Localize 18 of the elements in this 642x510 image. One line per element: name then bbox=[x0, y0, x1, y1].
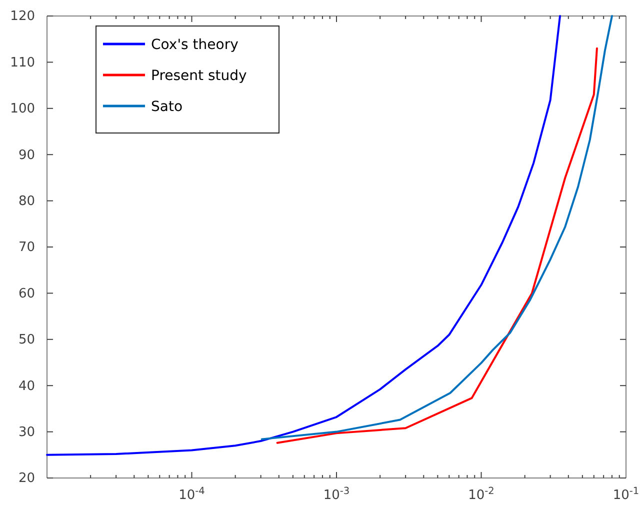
x-tick-label: 10$^{-2}$ bbox=[468, 486, 494, 504]
y-tick-label: 60 bbox=[18, 286, 35, 302]
y-tick-label: 50 bbox=[18, 332, 35, 348]
y-tick-label: 30 bbox=[18, 424, 35, 440]
y-tick-label: 70 bbox=[18, 240, 35, 256]
y-tick-label: 80 bbox=[18, 194, 35, 209]
y-tick-label: 20 bbox=[18, 471, 35, 486]
y-tick-label: 100 bbox=[10, 102, 35, 117]
x-tick-label: 10$^{-1}$ bbox=[612, 486, 640, 504]
x-tick-label: 10$^{-4}$ bbox=[178, 486, 205, 504]
legend-label: Present study bbox=[151, 68, 247, 84]
legend-label: Sato bbox=[151, 99, 183, 115]
x-tick-label: 10$^{-3}$ bbox=[323, 486, 350, 504]
y-tick-label: 90 bbox=[18, 148, 35, 163]
y-tick-label: 110 bbox=[10, 55, 35, 70]
y-tick-label: 120 bbox=[10, 9, 35, 24]
legend-label: Cox's theory bbox=[151, 37, 238, 53]
y-tick-label: 40 bbox=[18, 378, 35, 394]
